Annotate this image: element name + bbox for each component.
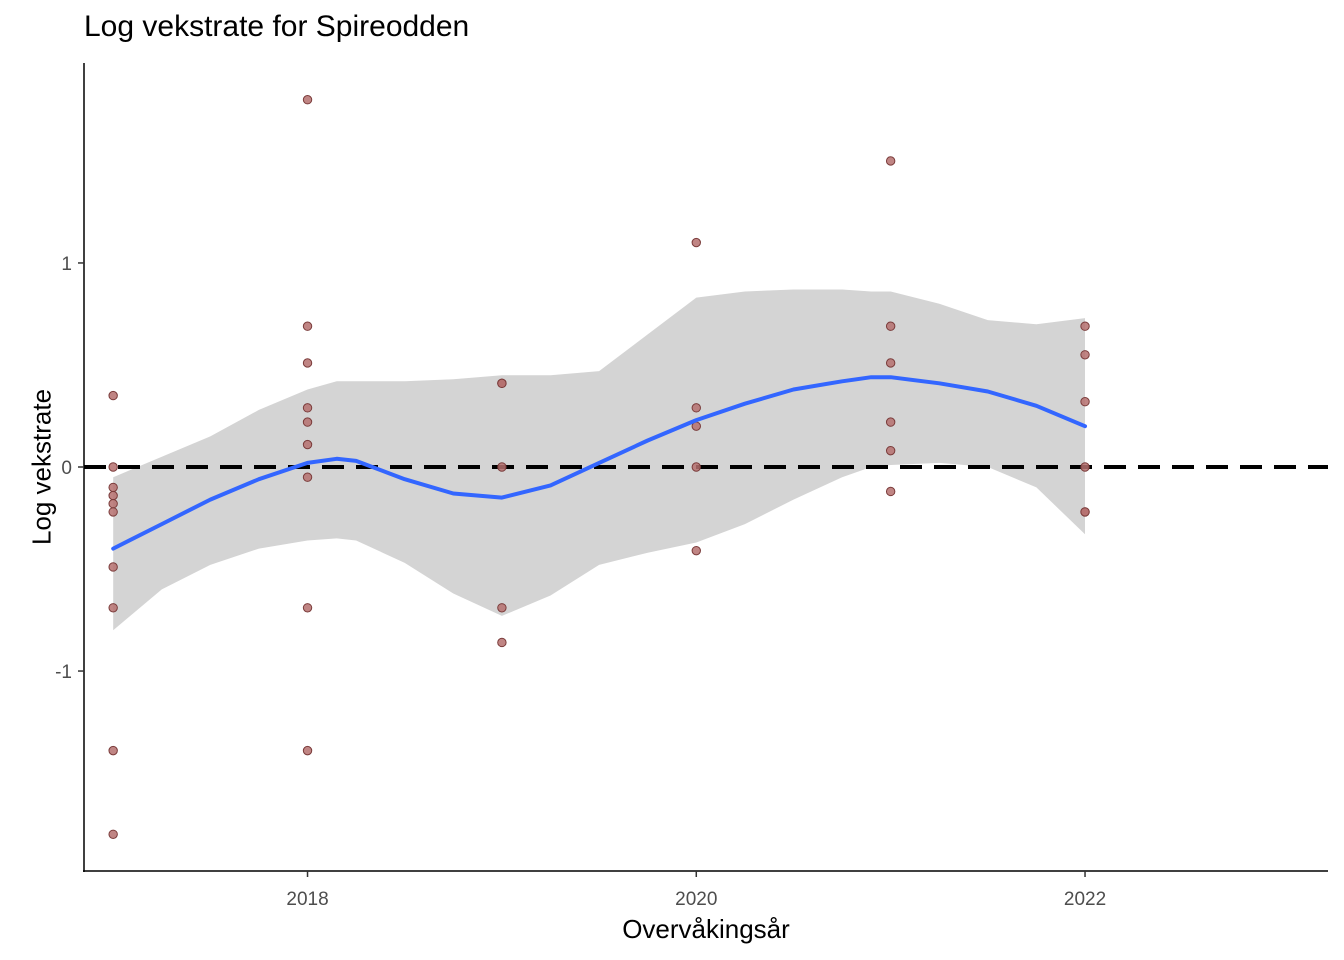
y-tick-label-0: 0 xyxy=(61,458,72,479)
data-point-24 xyxy=(691,237,701,248)
data-point-20 xyxy=(497,378,507,389)
x-tick-label-2020: 2020 xyxy=(675,889,717,910)
data-point-10 xyxy=(302,95,313,105)
data-point-18 xyxy=(302,745,313,756)
data-point-27 xyxy=(691,462,701,472)
data-point-14 xyxy=(302,417,313,427)
data-point-7 xyxy=(108,603,118,613)
data-point-21 xyxy=(497,462,507,472)
data-point-32 xyxy=(885,417,896,427)
data-point-11 xyxy=(302,321,313,331)
data-point-29 xyxy=(885,156,896,166)
x-tick-label-2018: 2018 xyxy=(286,889,328,910)
smooth-line xyxy=(111,375,1087,551)
data-point-1 xyxy=(108,462,118,472)
x-tick-label-2022: 2022 xyxy=(1064,889,1106,910)
y-axis-label: Log vekstrate xyxy=(26,388,57,546)
data-point-28 xyxy=(691,545,701,556)
data-point-15 xyxy=(302,439,313,450)
data-point-16 xyxy=(302,472,313,482)
data-point-17 xyxy=(302,603,313,613)
x-axis-label: Overvåkingsår xyxy=(622,914,790,944)
data-point-36 xyxy=(1080,350,1090,360)
data-point-33 xyxy=(885,445,896,456)
data-point-0 xyxy=(108,390,118,401)
data-point-6 xyxy=(108,562,118,572)
data-point-30 xyxy=(885,321,896,331)
y-tick-label--1: -1 xyxy=(55,662,72,683)
data-point-34 xyxy=(885,486,896,497)
confidence-ribbon xyxy=(113,289,1085,631)
data-point-13 xyxy=(302,403,313,413)
data-point-5 xyxy=(108,507,118,517)
data-point-37 xyxy=(1080,397,1090,407)
chart-title: Log vekstrate for Spireodden xyxy=(84,10,470,43)
data-point-35 xyxy=(1080,321,1090,331)
data-point-25 xyxy=(691,403,701,413)
data-point-12 xyxy=(302,358,313,368)
data-point-38 xyxy=(1080,462,1090,472)
data-point-40 xyxy=(1080,507,1090,517)
data-point-22 xyxy=(497,603,507,613)
data-point-9 xyxy=(108,829,118,839)
data-point-8 xyxy=(108,745,118,756)
y-tick-label-1: 1 xyxy=(61,254,72,275)
data-point-3 xyxy=(108,490,118,501)
data-point-23 xyxy=(497,637,507,648)
data-point-4 xyxy=(108,499,118,509)
data-point-31 xyxy=(885,358,896,368)
data-point-2 xyxy=(108,482,118,493)
